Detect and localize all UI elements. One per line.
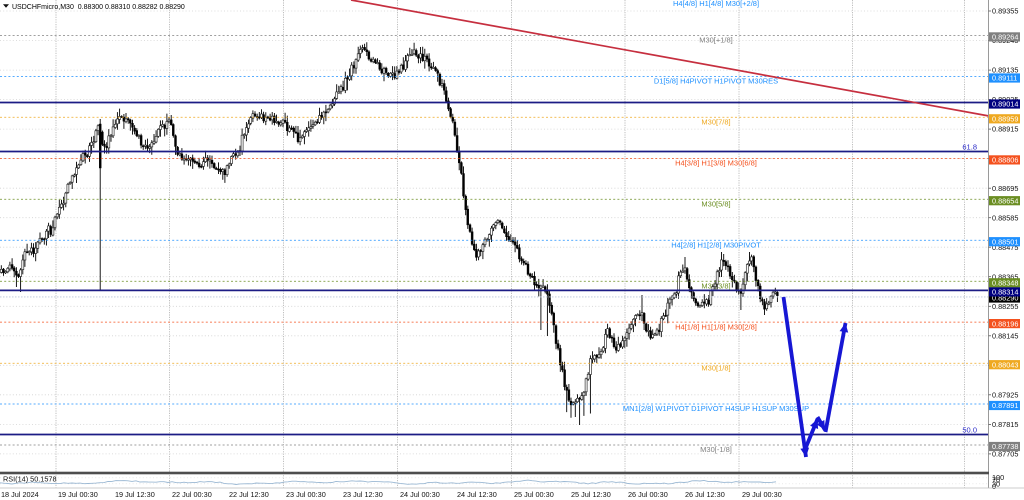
- svg-text:22 Jul 00:30: 22 Jul 00:30: [172, 490, 212, 499]
- svg-text:0.88585: 0.88585: [992, 213, 1018, 222]
- svg-text:0.88695: 0.88695: [992, 184, 1018, 193]
- svg-text:0.88196: 0.88196: [992, 319, 1018, 328]
- svg-text:H4[4/8] H1[4/8] M30[+2/8]: H4[4/8] H1[4/8] M30[+2/8]: [673, 0, 759, 8]
- svg-text:H4[3/8] H1[3/8] M30[6/8]: H4[3/8] H1[3/8] M30[6/8]: [675, 159, 757, 168]
- svg-text:18 Jul 2024: 18 Jul 2024: [1, 490, 39, 499]
- svg-text:25 Jul 12:30: 25 Jul 12:30: [571, 490, 611, 499]
- svg-text:USDCHFmicro,M30 0.88300 0.883: USDCHFmicro,M30 0.88300 0.88310 0.88282 …: [12, 4, 185, 11]
- svg-text:0.88290: 0.88290: [992, 294, 1018, 303]
- svg-text:MN1[2/8] W1PIVOT D1PIVOT H4SUP: MN1[2/8] W1PIVOT D1PIVOT H4SUP H1SUP M30…: [623, 404, 809, 413]
- svg-text:26 Jul 00:30: 26 Jul 00:30: [628, 490, 668, 499]
- svg-text:0.87891: 0.87891: [992, 401, 1018, 410]
- svg-text:M30[5/8]: M30[5/8]: [701, 199, 730, 208]
- svg-text:0.88145: 0.88145: [992, 331, 1018, 340]
- svg-text:0.89014: 0.89014: [992, 100, 1018, 109]
- svg-text:29 Jul 00:30: 29 Jul 00:30: [742, 490, 782, 499]
- svg-text:M30[1/8]: M30[1/8]: [701, 363, 730, 372]
- svg-text:0.87815: 0.87815: [992, 420, 1018, 429]
- svg-text:0.88806: 0.88806: [992, 156, 1018, 165]
- svg-text:70: 70: [992, 476, 1000, 485]
- svg-text:19 Jul 00:30: 19 Jul 00:30: [58, 490, 98, 499]
- svg-text:23 Jul 00:30: 23 Jul 00:30: [286, 490, 326, 499]
- svg-text:0.87705: 0.87705: [992, 450, 1018, 459]
- svg-text:0: 0: [992, 482, 996, 491]
- svg-text:0.88959: 0.88959: [992, 115, 1018, 124]
- svg-text:0.88043: 0.88043: [992, 360, 1018, 369]
- svg-text:0.88348: 0.88348: [992, 279, 1018, 288]
- svg-text:22 Jul 12:30: 22 Jul 12:30: [229, 490, 269, 499]
- svg-text:0.88501: 0.88501: [992, 237, 1018, 246]
- svg-text:0.88255: 0.88255: [992, 302, 1018, 311]
- svg-text:M30[-1/8]: M30[-1/8]: [700, 445, 732, 454]
- svg-text:61.8: 61.8: [962, 143, 977, 152]
- svg-text:0.89264: 0.89264: [992, 33, 1018, 42]
- svg-text:0.88915: 0.88915: [992, 125, 1018, 134]
- svg-text:RSI(14) 50.1578: RSI(14) 50.1578: [3, 475, 57, 484]
- svg-text:0.87925: 0.87925: [992, 390, 1018, 399]
- svg-text:23 Jul 12:30: 23 Jul 12:30: [343, 490, 383, 499]
- svg-text:24 Jul 00:30: 24 Jul 00:30: [400, 490, 440, 499]
- svg-text:0.89355: 0.89355: [992, 7, 1018, 16]
- svg-text:50.0: 50.0: [962, 426, 977, 435]
- svg-text:24 Jul 12:30: 24 Jul 12:30: [457, 490, 497, 499]
- svg-text:26 Jul 12:30: 26 Jul 12:30: [685, 490, 725, 499]
- svg-text:M30[7/8]: M30[7/8]: [701, 118, 730, 127]
- svg-text:0.88314: 0.88314: [992, 288, 1018, 297]
- svg-text:0.87738: 0.87738: [992, 442, 1018, 451]
- svg-text:D1[5/8] H4PIVOT H1PIVOT M30RES: D1[5/8] H4PIVOT H1PIVOT M30RES: [654, 77, 778, 86]
- svg-text:0.88654: 0.88654: [992, 196, 1018, 205]
- svg-text:0.89135: 0.89135: [992, 66, 1018, 75]
- svg-text:100: 100: [992, 473, 1004, 482]
- svg-text:M30[+1/8]: M30[+1/8]: [699, 36, 733, 45]
- svg-text:25 Jul 00:30: 25 Jul 00:30: [514, 490, 554, 499]
- svg-text:H4[2/8] H1[2/8] M30PIVOT: H4[2/8] H1[2/8] M30PIVOT: [671, 240, 761, 249]
- svg-text:0.89111: 0.89111: [992, 74, 1017, 83]
- svg-text:19 Jul 12:30: 19 Jul 12:30: [115, 490, 155, 499]
- svg-text:H4[1/8] H1[1/8] M30[2/8]: H4[1/8] H1[1/8] M30[2/8]: [675, 322, 757, 331]
- svg-text:0.88365: 0.88365: [992, 272, 1018, 281]
- svg-text:30: 30: [992, 480, 1000, 489]
- svg-text:0.88475: 0.88475: [992, 243, 1018, 252]
